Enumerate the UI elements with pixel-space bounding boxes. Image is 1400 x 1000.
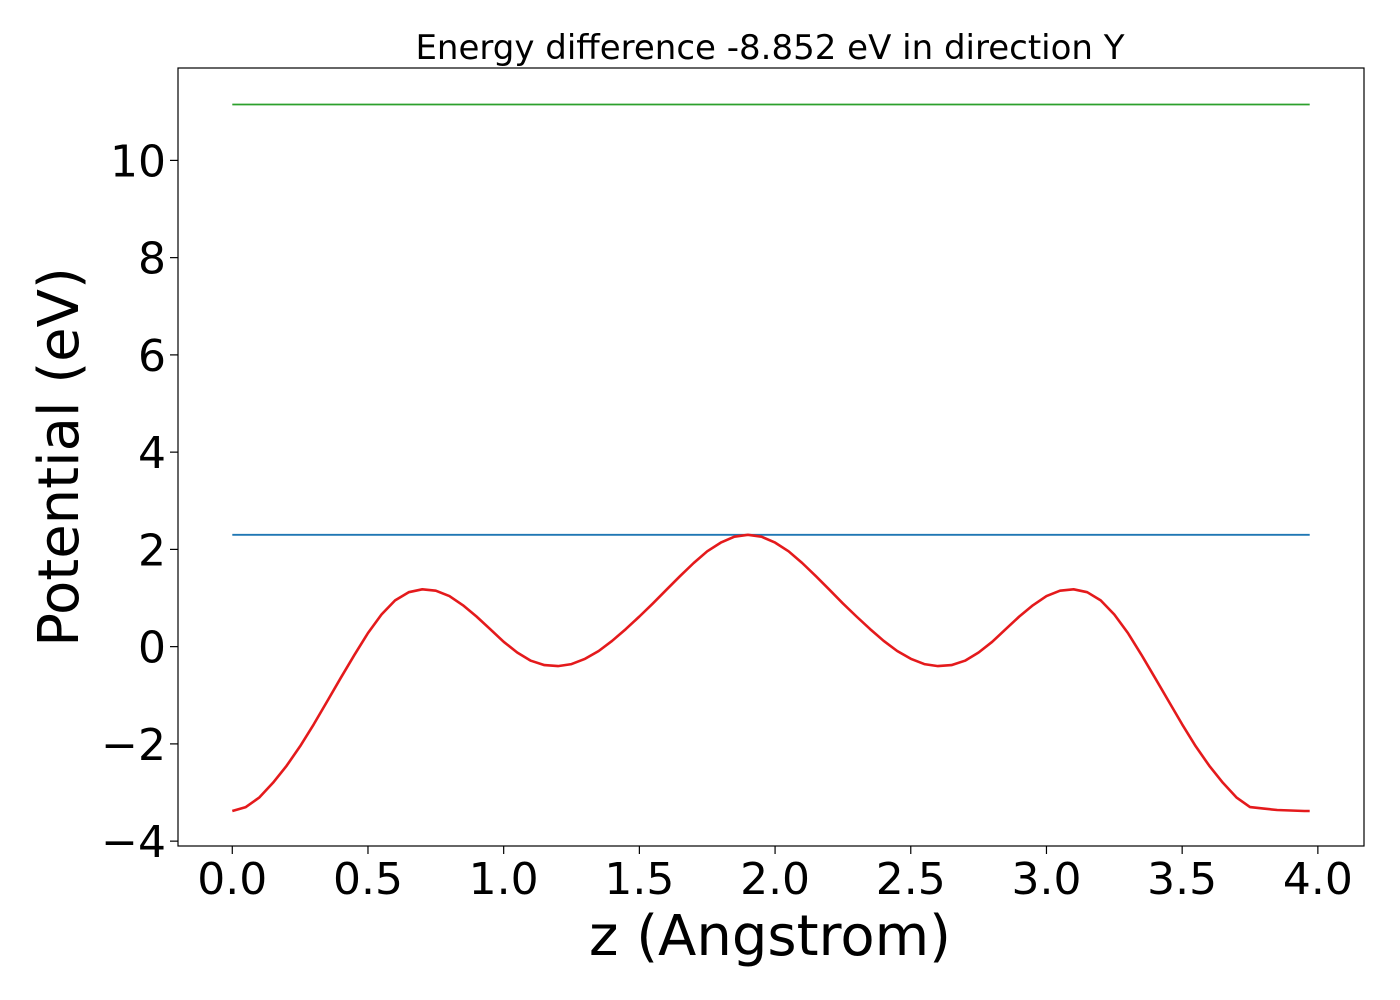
y-tick-label: 8 (138, 234, 166, 285)
y-tick-label: 2 (138, 525, 166, 576)
chart-title: Energy difference -8.852 eV in direction… (415, 28, 1124, 68)
x-tick-label: 3.5 (1147, 854, 1217, 905)
x-tick-label: 1.0 (469, 854, 539, 905)
x-axis-label: z (Angstrom) (589, 904, 951, 969)
y-tick-label: 0 (138, 623, 166, 674)
x-tick-label: 3.0 (1011, 854, 1081, 905)
x-axis-ticks: 0.0 0.5 1.0 1.5 2.0 2.5 3.0 3.5 4.0 (197, 846, 1353, 905)
series-line-2 (231, 533, 1310, 813)
y-tick-label: 4 (138, 428, 166, 479)
x-tick-label: 2.5 (876, 854, 946, 905)
y-axis-ticks: −4 −2 0 2 4 6 8 10 (101, 136, 178, 868)
x-tick-label: 1.5 (604, 854, 674, 905)
y-tick-label: −4 (101, 817, 166, 868)
x-tick-label: 0.5 (333, 854, 403, 905)
y-axis-label: Potential (eV) (27, 267, 92, 647)
x-tick-label: 0.0 (197, 854, 267, 905)
y-tick-label: −2 (101, 720, 166, 771)
plot-area-frame (177, 67, 1365, 847)
y-tick-label: 6 (138, 331, 166, 382)
x-tick-label: 2.0 (740, 854, 810, 905)
y-tick-label: 10 (110, 136, 166, 187)
series-layer (231, 103, 1310, 813)
x-tick-label: 4.0 (1283, 854, 1353, 905)
